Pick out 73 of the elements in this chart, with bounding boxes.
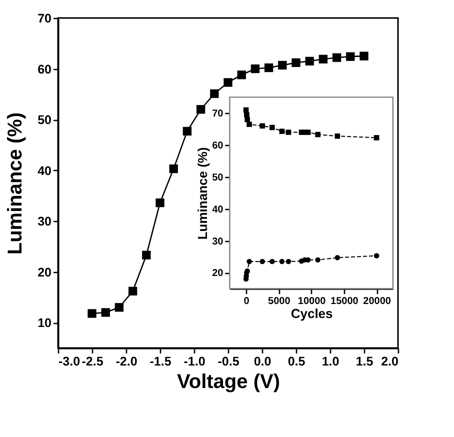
point xyxy=(246,258,252,264)
point xyxy=(286,130,292,135)
x-tick-label: 0 xyxy=(244,296,250,308)
x-tick-label: -2.0 xyxy=(116,354,138,368)
point xyxy=(156,198,164,208)
point xyxy=(237,70,246,80)
x-tick-label: 0.0 xyxy=(254,354,272,368)
point xyxy=(332,53,342,62)
point xyxy=(269,258,275,264)
point xyxy=(264,63,274,72)
point xyxy=(334,255,340,260)
x-tick-label: -1.0 xyxy=(184,354,206,368)
x-tick-label: 15000 xyxy=(330,296,359,308)
y-tick-label: 20 xyxy=(38,265,52,280)
point xyxy=(210,89,219,98)
x-axis-title: Cycles xyxy=(290,306,333,322)
point xyxy=(244,112,250,118)
y-tick-label: 30 xyxy=(38,214,52,229)
x-tick-label: 0.5 xyxy=(288,354,306,368)
x-tick-label: 1.0 xyxy=(322,354,340,368)
y-tick-label: 40 xyxy=(212,204,224,216)
point xyxy=(305,56,314,66)
point xyxy=(269,124,275,130)
x-tick-label: 10000 xyxy=(298,296,326,308)
point xyxy=(169,164,178,174)
point xyxy=(250,64,260,74)
y-tick-label: 50 xyxy=(212,172,224,184)
point xyxy=(315,132,320,138)
x-tick-label: -0.5 xyxy=(218,354,240,368)
point xyxy=(346,52,355,61)
point xyxy=(114,303,124,312)
x-tick-label: 2.0 xyxy=(381,354,399,368)
point xyxy=(142,250,151,260)
x-tick-label: -1.5 xyxy=(150,354,172,368)
y-tick-label: 10 xyxy=(38,316,52,330)
point xyxy=(279,258,285,264)
point xyxy=(374,253,380,258)
point xyxy=(196,105,206,114)
x-tick-label: 1.5 xyxy=(356,354,374,368)
point xyxy=(101,308,110,317)
point xyxy=(182,126,192,136)
point xyxy=(128,286,138,296)
point xyxy=(246,122,252,127)
x-tick-label: 5000 xyxy=(268,296,291,308)
y-tick-label: 70 xyxy=(38,12,52,26)
point xyxy=(360,52,368,60)
point xyxy=(374,135,380,140)
point xyxy=(292,58,300,68)
x-axis-title: Voltage (V) xyxy=(177,371,280,393)
point xyxy=(224,78,232,87)
y-axis-title: Luminance (%) xyxy=(195,147,210,240)
point xyxy=(315,257,320,263)
x-tick-label: -2.5 xyxy=(82,354,104,368)
y-tick-label: 50 xyxy=(38,113,52,128)
point xyxy=(318,54,328,64)
point xyxy=(279,128,285,134)
x-tick-label: -3.0 xyxy=(58,354,80,368)
y-tick-label: 60 xyxy=(38,62,52,76)
point xyxy=(286,258,292,264)
point xyxy=(334,133,340,139)
y-axis-title: Luminance (%) xyxy=(4,112,27,255)
point xyxy=(244,116,250,122)
y-tick-label: 30 xyxy=(212,236,224,248)
point xyxy=(305,130,311,135)
y-tick-label: 40 xyxy=(38,164,52,178)
point xyxy=(260,258,265,264)
y-tick-label: 70 xyxy=(212,108,224,120)
y-tick-label: 20 xyxy=(212,268,224,280)
point xyxy=(88,309,96,318)
y-tick-label: 60 xyxy=(212,140,224,152)
point xyxy=(278,60,287,70)
x-tick-label: 20000 xyxy=(363,296,392,308)
point xyxy=(260,123,265,129)
